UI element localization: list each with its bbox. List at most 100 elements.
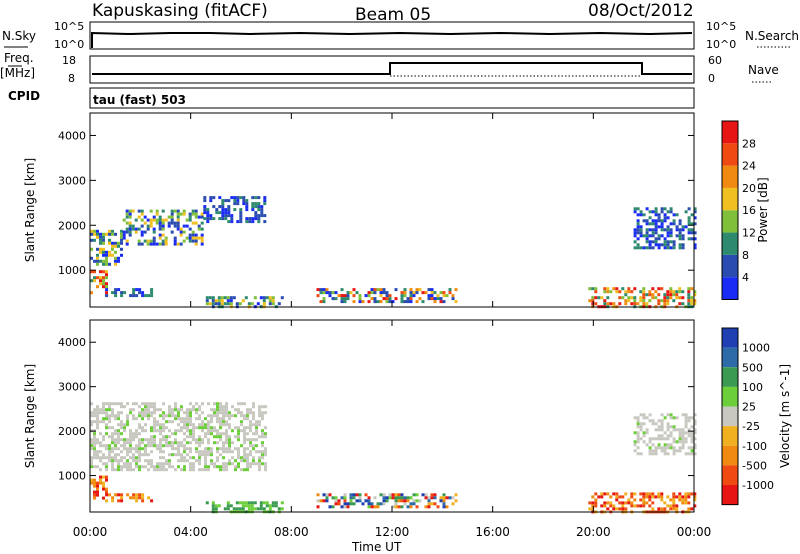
heatmap-cell xyxy=(105,291,108,295)
heatmap-cell xyxy=(268,504,272,508)
heatmap-cell xyxy=(177,450,180,454)
heatmap-cell xyxy=(177,408,180,412)
colorbar-segment xyxy=(722,187,738,211)
heatmap-cell xyxy=(228,426,231,430)
heatmap-cell xyxy=(125,239,129,243)
heatmap-cell xyxy=(379,502,383,506)
heatmap-cell xyxy=(382,502,386,506)
heatmap-cell xyxy=(194,212,198,216)
heatmap-cell xyxy=(684,498,688,502)
heatmap-cell xyxy=(152,236,156,240)
heatmap-cell xyxy=(265,501,269,505)
heatmap-cell xyxy=(672,425,676,429)
heatmap-cell xyxy=(213,411,216,415)
heatmap-cell xyxy=(137,215,141,219)
heatmap-cell xyxy=(152,227,156,231)
heatmap-cell xyxy=(675,234,679,238)
heatmap-cell xyxy=(636,302,640,306)
heatmap-cell xyxy=(218,211,222,215)
heatmap-cell xyxy=(167,221,171,225)
heatmap-cell xyxy=(111,414,114,418)
heatmap-cell xyxy=(114,291,118,295)
heatmap-cell xyxy=(427,505,431,509)
heatmap-cell xyxy=(141,493,145,497)
heatmap-cell xyxy=(615,492,619,496)
heatmap-cell xyxy=(93,438,96,442)
heatmap-cell xyxy=(669,504,673,508)
heatmap-cell xyxy=(96,253,99,257)
heatmap-cell xyxy=(639,234,643,238)
heatmap-cell xyxy=(108,420,111,424)
heatmap-cell xyxy=(146,239,150,243)
heatmap-cell xyxy=(108,456,111,460)
heatmap-cell xyxy=(400,496,404,500)
heatmap-cell xyxy=(678,296,682,300)
heatmap-cell xyxy=(693,231,697,235)
heatmap-cell xyxy=(271,504,275,508)
heatmap-cell xyxy=(120,499,124,503)
heatmap-cell xyxy=(642,302,646,306)
y-tick-label: 4000 xyxy=(58,129,86,142)
heatmap-cell xyxy=(225,438,228,442)
heatmap-cell xyxy=(645,231,649,235)
heatmap-cell xyxy=(144,294,148,298)
heatmap-cell xyxy=(153,429,156,433)
heatmap-cell xyxy=(253,296,257,300)
heatmap-cell xyxy=(207,423,210,427)
heatmap-cell xyxy=(403,294,407,298)
heatmap-cell xyxy=(141,414,144,418)
heatmap-cell xyxy=(642,413,646,417)
heatmap-cell xyxy=(126,462,129,466)
heatmap-cell xyxy=(215,208,219,212)
heatmap-cell xyxy=(155,212,159,216)
heatmap-cell xyxy=(108,447,111,451)
heatmap-cell xyxy=(227,199,231,203)
heatmap-cell xyxy=(663,299,667,303)
heatmap-cell xyxy=(120,493,124,497)
heatmap-cell xyxy=(162,417,165,421)
heatmap-cell xyxy=(235,501,239,505)
heatmap-cell xyxy=(126,402,129,406)
heatmap-cell xyxy=(159,438,162,442)
heatmap-cell xyxy=(245,199,249,203)
heatmap-cell xyxy=(343,297,347,301)
heatmap-cell xyxy=(675,228,679,232)
heatmap-cell xyxy=(663,243,667,247)
heatmap-cell xyxy=(222,444,225,448)
heatmap-cell xyxy=(636,422,640,426)
heatmap-cell xyxy=(219,408,222,412)
heatmap-cell xyxy=(675,428,679,432)
heatmap-cell xyxy=(210,450,213,454)
heatmap-cell xyxy=(663,296,667,300)
y-tick-label: 1000 xyxy=(58,470,86,483)
heatmap-cell xyxy=(237,462,240,466)
heatmap-cell xyxy=(105,499,109,503)
heatmap-cell xyxy=(150,444,153,448)
heatmap-cell xyxy=(177,417,180,421)
heatmap-cell xyxy=(672,222,676,226)
heatmap-cell xyxy=(684,225,688,229)
heatmap-cell xyxy=(186,414,189,418)
heatmap-cell xyxy=(123,423,126,427)
heatmap-cell xyxy=(442,496,446,500)
heatmap-cell xyxy=(96,285,99,289)
heatmap-cell xyxy=(252,417,255,421)
heatmap-cell xyxy=(252,456,255,460)
heatmap-cell xyxy=(448,288,452,292)
heatmap-cell xyxy=(316,493,320,497)
heatmap-cell xyxy=(693,207,697,211)
heatmap-cell xyxy=(144,411,147,415)
heatmap-cell xyxy=(93,279,96,283)
heatmap-cell xyxy=(161,227,165,231)
heatmap-cell xyxy=(171,411,174,415)
heatmap-cell xyxy=(594,504,598,508)
heatmap-cell xyxy=(186,459,189,463)
heatmap-cell xyxy=(243,432,246,436)
heatmap-cell xyxy=(666,413,670,417)
colorbar-tick-label: 500 xyxy=(742,361,763,374)
heatmap-cell xyxy=(334,499,338,503)
heatmap-cell xyxy=(249,465,252,469)
heatmap-cell xyxy=(206,214,210,218)
heatmap-cell xyxy=(146,224,150,228)
heatmap-cell xyxy=(261,453,264,457)
